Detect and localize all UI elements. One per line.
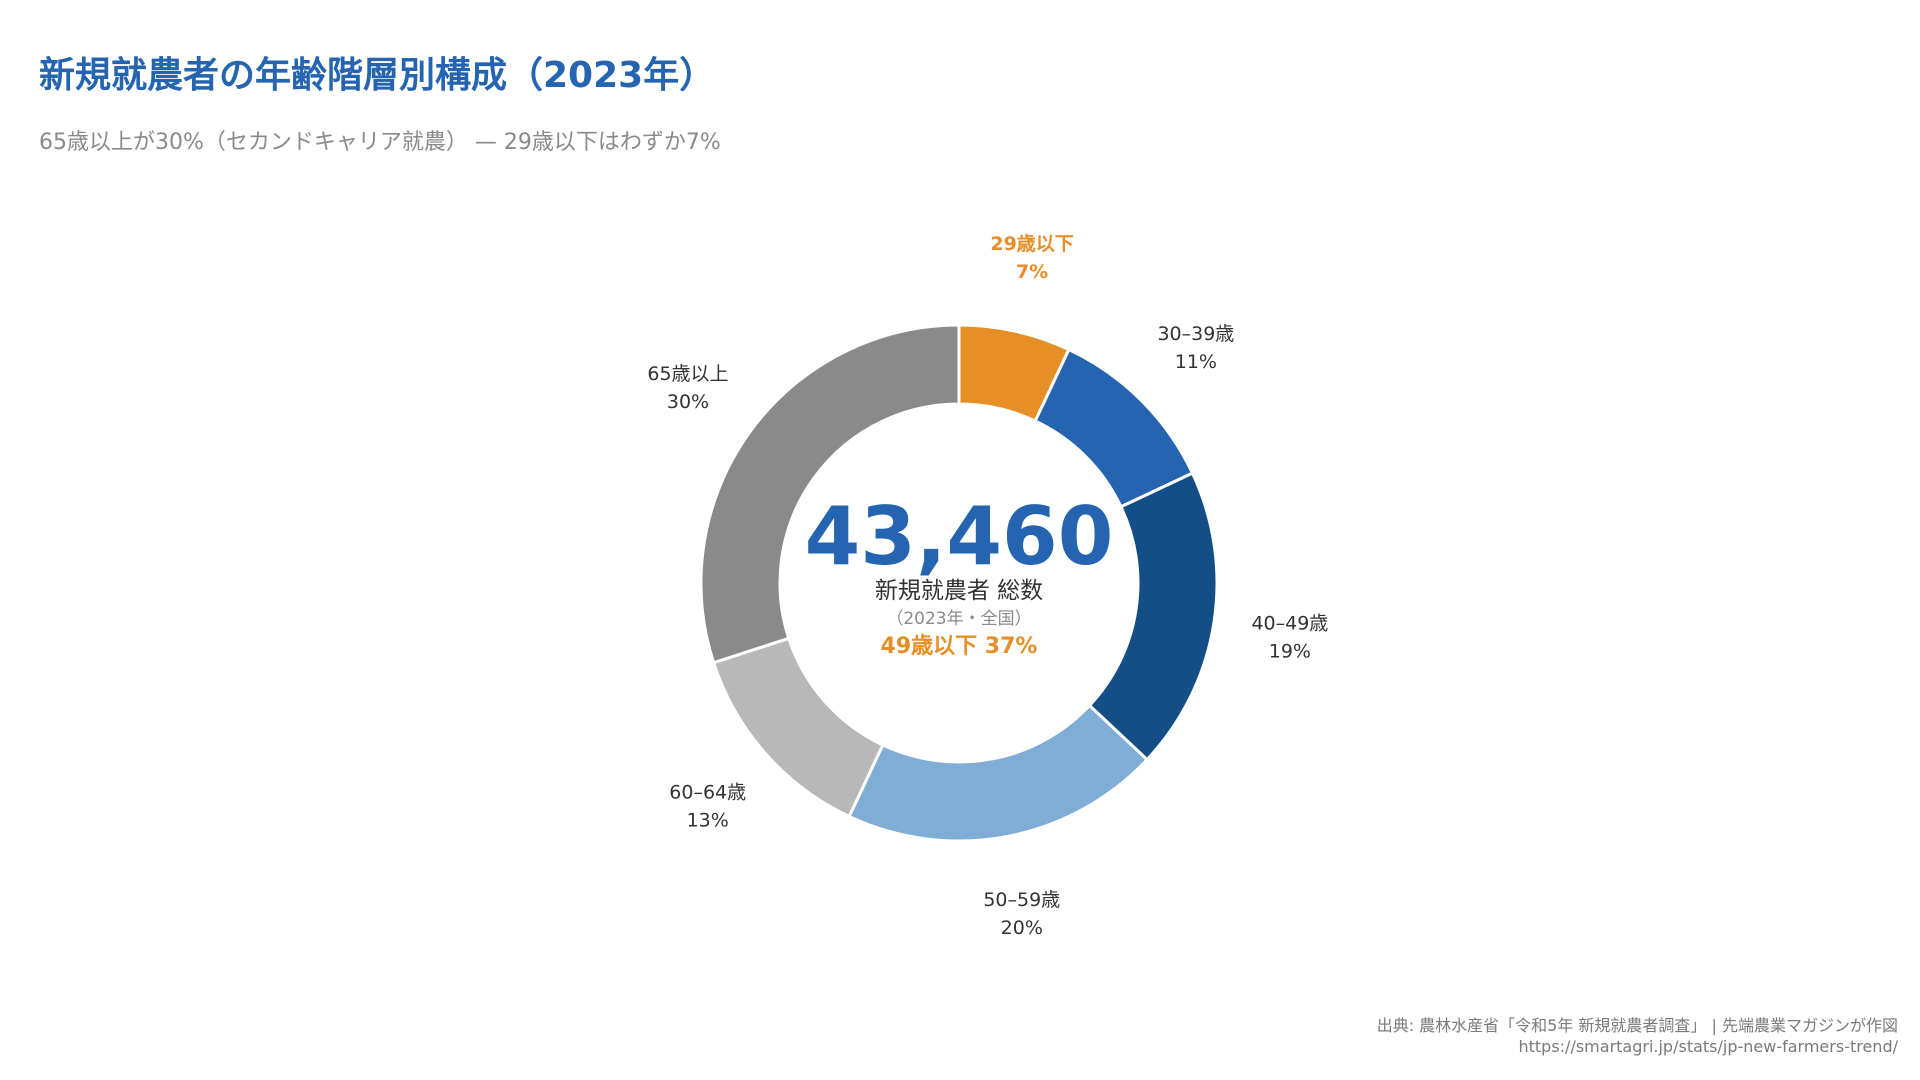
chart-title: 新規就農者の年齢階層別構成（2023年） — [39, 55, 716, 96]
slice-labels: 29歳以下 7% 30–39歳 11% 40–49歳 19% 50–59歳 20% 60–64歳… — [647, 233, 1328, 939]
center-highlight: 49歳以下 37% — [881, 634, 1038, 659]
slice-value-label: 11% — [1175, 351, 1217, 373]
slice-label: 60–64歳 — [669, 782, 746, 804]
slice-value-label: 30% — [667, 391, 709, 413]
slice-label: 65歳以上 — [647, 363, 728, 385]
center-scope: （2023年・全国） — [886, 609, 1031, 629]
slice-label: 30–39歳 — [1157, 323, 1234, 345]
donut-slice — [699, 323, 961, 665]
slice-value-label: 20% — [1001, 917, 1043, 939]
source-url[interactable]: https://smartagri.jp/stats/jp-new-farmer… — [1518, 1037, 1898, 1056]
source-note: 出典: 農林水産省「令和5年 新規就農者調査」 | 先端農業マガジンが作図 — [1376, 1016, 1898, 1035]
slice-value-label: 7% — [1016, 261, 1048, 283]
slice-label: 40–49歳 — [1251, 612, 1328, 634]
center-total: 43,460 — [805, 490, 1114, 583]
chart-subtitle: 65歳以上が30%（セカンドキャリア就農） — 29歳以下はわずか7% — [39, 130, 721, 155]
donut-slice — [847, 703, 1150, 843]
slice-label: 29歳以下 — [990, 233, 1073, 255]
slice-value-label: 19% — [1269, 640, 1311, 662]
slice-label: 50–59歳 — [983, 889, 1060, 911]
donut-slices — [699, 323, 1219, 843]
center-total-label: 新規就農者 総数 — [875, 578, 1043, 604]
slice-value-label: 13% — [687, 810, 729, 832]
